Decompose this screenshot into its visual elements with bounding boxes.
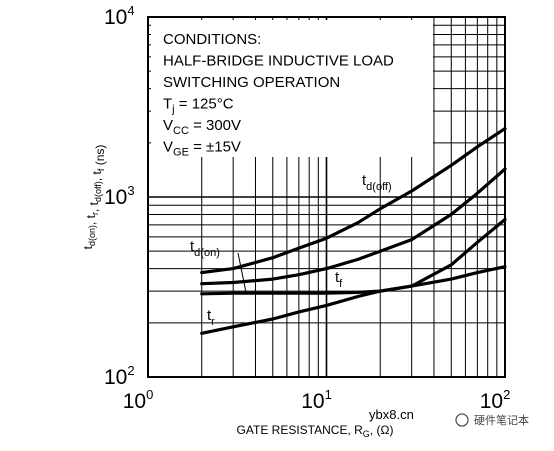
condition-line: CONDITIONS:	[163, 31, 261, 48]
y-tick-label: 104	[104, 3, 135, 29]
y-axis-label: td(on), tr, td(off), tf (ns)	[81, 145, 107, 250]
x-tick-label: 101	[301, 387, 332, 413]
watermark-name: 硬件笔记本	[474, 413, 529, 427]
condition-line: VCC = 300V	[163, 117, 241, 137]
condition-line: HALF-BRIDGE INDUCTIVE LOAD	[163, 53, 394, 70]
condition-line: VGE = ±15V	[163, 139, 241, 159]
series-label-don: td(on)	[190, 238, 220, 259]
series-group	[200, 127, 507, 335]
watermark: ybx8.cn 硬件笔记本	[369, 407, 529, 427]
series-labels: td(off) tf td(on) tr	[190, 172, 392, 328]
condition-line: Tj = 125°C	[163, 96, 234, 116]
conditions-background	[151, 20, 433, 157]
series-line-don	[200, 217, 507, 296]
label-leader-line	[237, 252, 247, 293]
series-line-f	[200, 167, 507, 286]
y-tick-label: 102	[104, 363, 135, 389]
plot-frame	[147, 16, 506, 378]
series-label-r: tr	[207, 307, 215, 328]
series-line-doff	[200, 127, 507, 275]
series-label-f: tf	[335, 269, 343, 290]
x-axis-label: GATE RESISTANCE, RG, (Ω)	[237, 423, 394, 439]
chat-bubble-icon	[455, 413, 469, 427]
watermark-site: ybx8.cn	[369, 407, 414, 422]
conditions-legend: CONDITIONS: HALF-BRIDGE INDUCTIVE LOAD SWI…	[151, 20, 433, 159]
y-tick-label: 103	[104, 183, 135, 209]
condition-line: SWITCHING OPERATION	[163, 74, 340, 91]
x-tick-label: 102	[480, 387, 511, 413]
series-label-doff: td(off)	[362, 172, 392, 193]
tick-labels: 100 101 102 102 103 104	[104, 3, 510, 413]
x-tick-label: 100	[123, 387, 154, 413]
series-line-r	[200, 265, 507, 335]
